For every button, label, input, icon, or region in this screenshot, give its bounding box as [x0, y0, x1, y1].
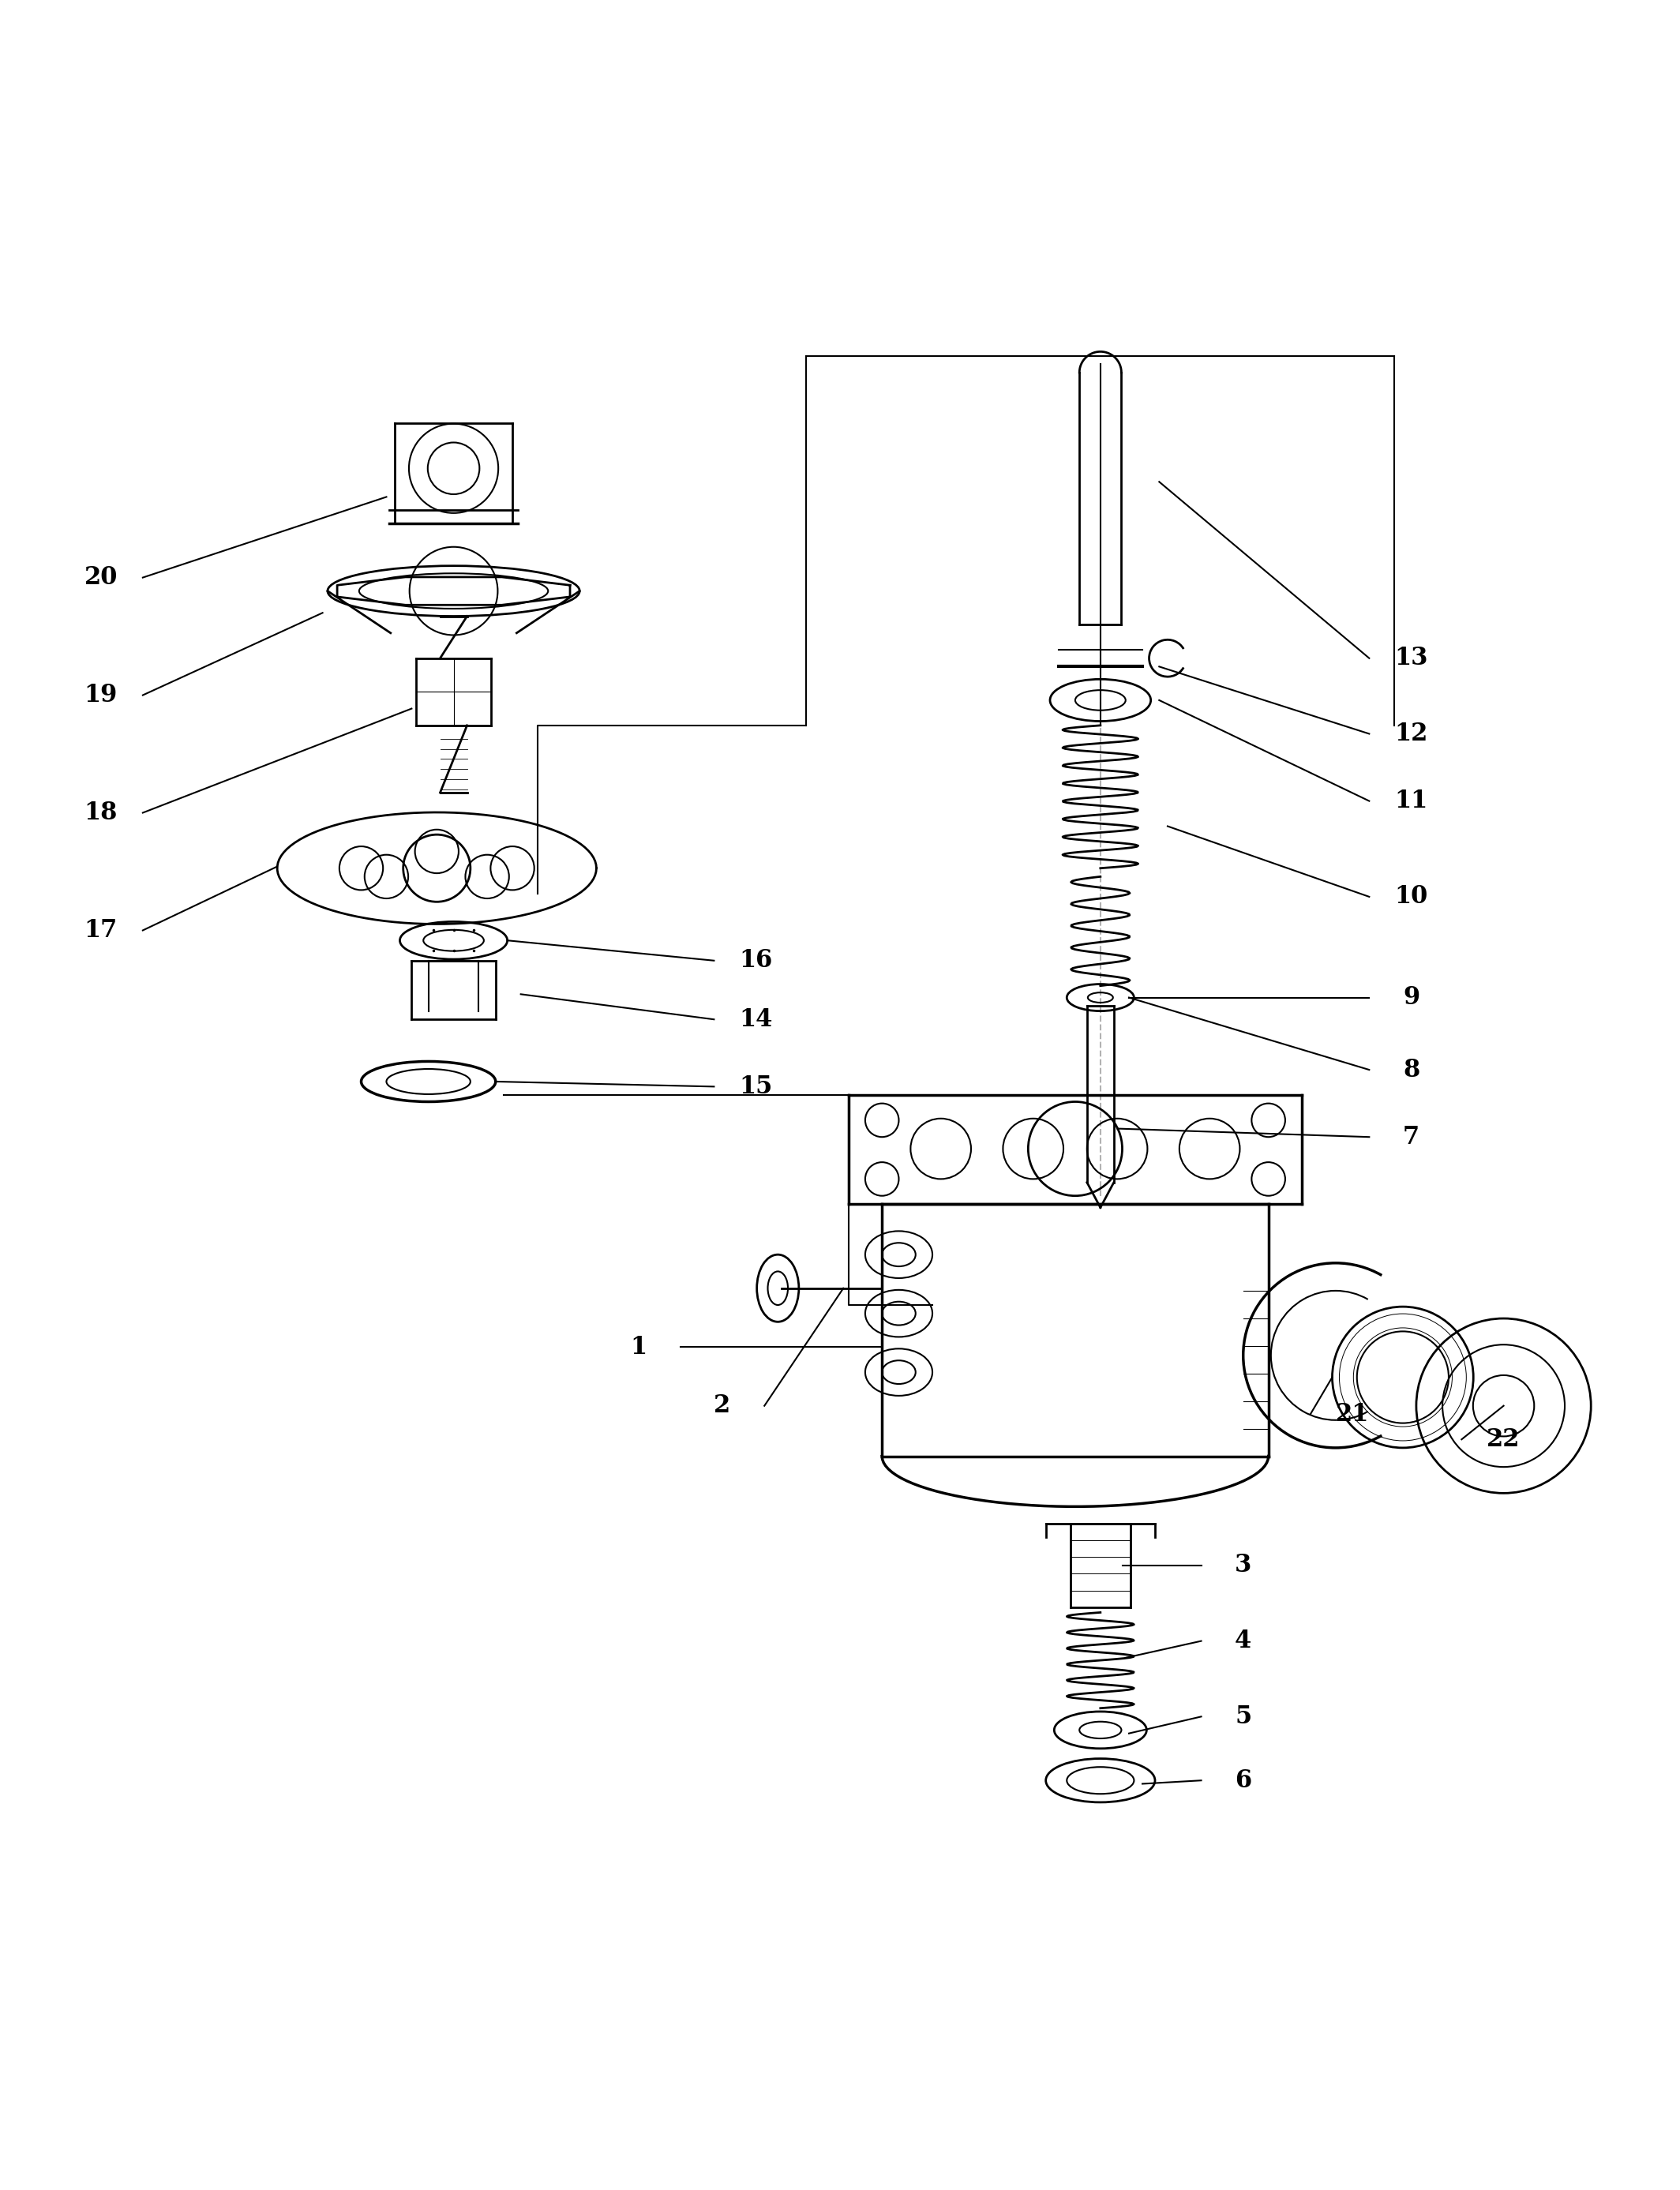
Text: 1: 1	[630, 1334, 647, 1360]
Text: 3: 3	[1235, 1553, 1252, 1577]
Text: 6: 6	[1235, 1767, 1252, 1794]
Text: 17: 17	[84, 918, 118, 942]
Text: 16: 16	[739, 948, 773, 972]
Text: 18: 18	[84, 802, 118, 826]
Text: 20: 20	[84, 565, 118, 589]
Text: 22: 22	[1487, 1428, 1520, 1452]
Text: 19: 19	[84, 683, 118, 707]
Text: 5: 5	[1235, 1704, 1252, 1728]
Text: 12: 12	[1394, 721, 1428, 747]
Text: 21: 21	[1336, 1402, 1369, 1426]
Text: 7: 7	[1403, 1126, 1420, 1150]
Text: 10: 10	[1394, 885, 1428, 909]
Text: 8: 8	[1403, 1058, 1420, 1082]
Text: 11: 11	[1394, 788, 1428, 812]
Text: 15: 15	[739, 1075, 773, 1099]
Text: 13: 13	[1394, 646, 1428, 670]
Text: 2: 2	[714, 1393, 731, 1419]
Text: 4: 4	[1235, 1629, 1252, 1653]
Text: 9: 9	[1403, 986, 1420, 1010]
Text: 14: 14	[739, 1007, 773, 1031]
